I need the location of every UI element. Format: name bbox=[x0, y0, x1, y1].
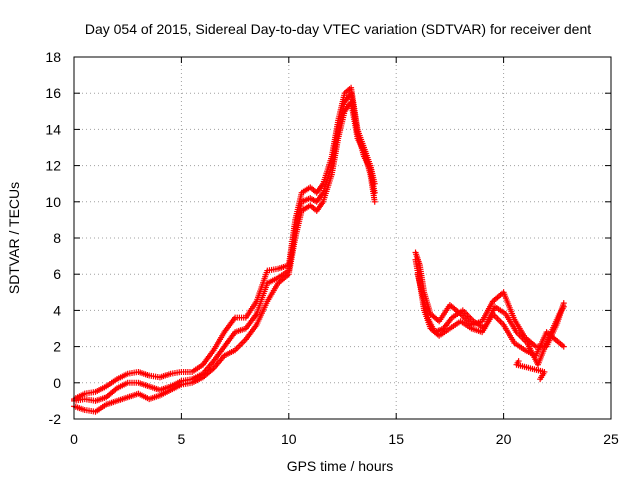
data-point bbox=[560, 343, 567, 350]
y-tick-label: 4 bbox=[53, 302, 61, 318]
y-tick-label: 16 bbox=[45, 85, 61, 101]
x-tick-label: 25 bbox=[603, 431, 619, 447]
x-tick-label: 15 bbox=[388, 431, 404, 447]
y-tick-label: 2 bbox=[53, 339, 61, 355]
y-axis-label: SDTVAR / TECUs bbox=[6, 182, 22, 294]
y-tick-label: 10 bbox=[45, 194, 61, 210]
y-tick-label: 6 bbox=[53, 266, 61, 282]
y-tick-label: -2 bbox=[49, 411, 62, 427]
data-point bbox=[560, 303, 567, 310]
chart-title: Day 054 of 2015, Sidereal Day-to-day VTE… bbox=[85, 21, 591, 37]
x-axis-ticks: 0 5 10 15 20 25 bbox=[70, 57, 619, 447]
y-tick-label: 0 bbox=[53, 375, 61, 391]
y-tick-label: 8 bbox=[53, 230, 61, 246]
data-marks bbox=[71, 84, 567, 415]
x-tick-label: 0 bbox=[70, 431, 78, 447]
data-point bbox=[371, 198, 378, 205]
x-tick-label: 10 bbox=[281, 431, 297, 447]
y-axis-ticks: -2 0 2 4 6 8 10 12 14 16 18 bbox=[45, 49, 611, 427]
y-tick-label: 12 bbox=[45, 158, 61, 174]
y-tick-label: 14 bbox=[45, 121, 61, 137]
x-tick-label: 20 bbox=[496, 431, 512, 447]
x-tick-label: 5 bbox=[178, 431, 186, 447]
data-point bbox=[515, 358, 522, 365]
y-tick-label: 18 bbox=[45, 49, 61, 65]
x-axis-label: GPS time / hours bbox=[287, 458, 394, 474]
data-point bbox=[371, 189, 378, 196]
